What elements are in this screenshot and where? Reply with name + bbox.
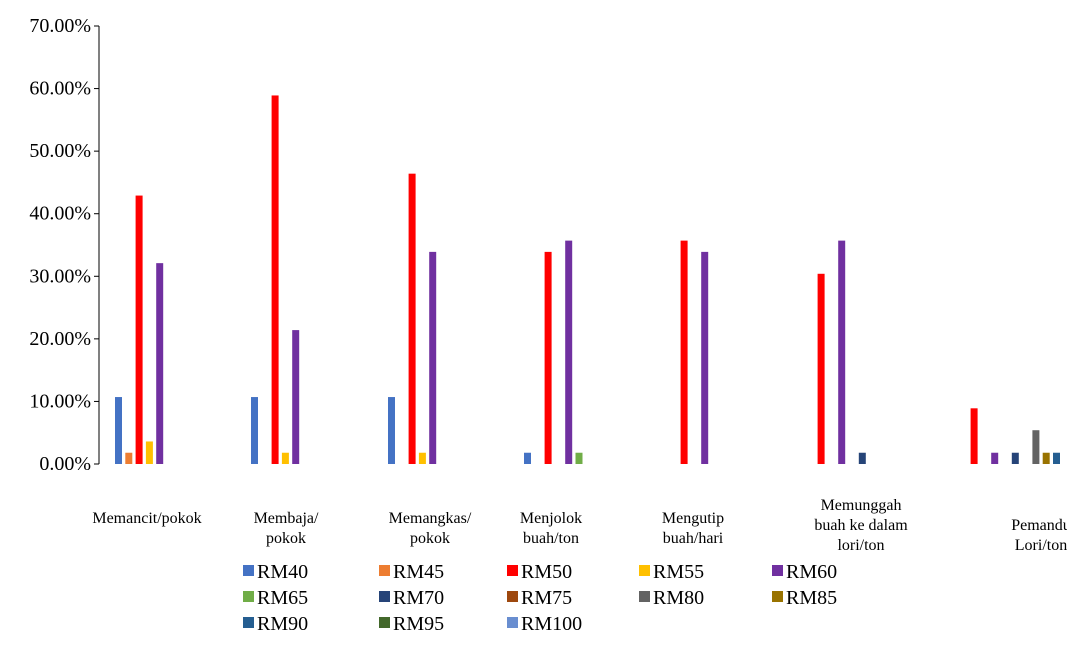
bar-rm60-3 (565, 240, 573, 464)
x-category-label: Menjolok buah/ton (520, 510, 582, 547)
x-category-label: Mengutip buah/hari (662, 510, 724, 547)
bar-rm60-6 (991, 452, 999, 464)
legend-swatch-rm75 (507, 591, 518, 602)
legend-label-rm50: RM50 (521, 561, 572, 583)
y-tick-label: 40.00% (29, 203, 91, 225)
y-tick-label: 50.00% (29, 140, 91, 162)
legend: RM40 RM45 RM50 RM55 RM60 RM65 RM70 RM75 RM80 RM85… (243, 561, 837, 635)
y-tick-label: 60.00% (29, 78, 91, 100)
bar-rm85-6 (1042, 452, 1050, 464)
x-category-label: Memancit/pokok (92, 510, 201, 527)
bars (115, 95, 1060, 464)
bar-rm50-3 (544, 251, 552, 464)
bar-rm60-1 (292, 330, 300, 464)
bar-rm70-5 (858, 452, 866, 464)
bar-rm50-0 (135, 195, 143, 464)
bar-rm60-4 (701, 251, 709, 464)
bar-rm90-6 (1053, 452, 1060, 464)
legend-label-rm45: RM45 (393, 561, 444, 583)
bar-rm50-1 (271, 95, 279, 464)
legend-label-rm90: RM90 (257, 613, 308, 635)
legend-swatch-rm40 (243, 565, 254, 576)
legend-label-rm100: RM100 (521, 613, 582, 635)
legend-label-rm70: RM70 (393, 587, 444, 609)
y-tick-label: 0.00% (39, 453, 91, 475)
bar-rm40-2 (388, 397, 395, 464)
legend-swatch-rm50 (507, 565, 518, 576)
x-axis-labels: Memancit/pokok Membaja/pokokMemangkas/pok… (92, 497, 1067, 554)
x-category-label-line: Mengutip (662, 510, 724, 527)
legend-label-rm75: RM75 (521, 587, 572, 609)
bar-rm50-2 (408, 173, 416, 464)
bar-rm60-0 (156, 263, 164, 464)
x-category-label-line: lori/ton (837, 537, 884, 554)
x-category-label-line: buah/hari (663, 530, 724, 547)
bar-rm60-5 (838, 240, 846, 464)
y-tick-label: 30.00% (29, 265, 91, 287)
y-tick-label: 20.00% (29, 328, 91, 350)
legend-swatch-rm90 (243, 617, 254, 628)
legend-swatch-rm70 (379, 591, 390, 602)
legend-label-rm60: RM60 (786, 561, 837, 583)
x-category-label-line: Memancit/pokok (92, 510, 201, 527)
bar-rm55-1 (281, 452, 289, 464)
y-axis: 0.00% 10.00% 20.00% 30.00% 40.00% 50.00% 60.00… (29, 15, 100, 475)
legend-swatch-rm95 (379, 617, 390, 628)
bar-rm40-0 (115, 397, 122, 464)
legend-swatch-rm100 (507, 617, 518, 628)
legend-label-rm65: RM65 (257, 587, 308, 609)
x-category-label: Memunggah buah ke dalam lori/ton (814, 497, 908, 554)
x-category-label-line: Lori/ton (1015, 537, 1067, 554)
bar-rm60-2 (429, 251, 437, 464)
bar-rm50-4 (680, 240, 688, 464)
x-category-label-line: Menjolok (520, 510, 582, 527)
bar-rm70-6 (1011, 452, 1019, 464)
legend-swatch-rm85 (772, 591, 783, 602)
legend-label-rm40: RM40 (257, 561, 308, 583)
x-category-label: Memangkas/pokok (389, 510, 472, 547)
legend-swatch-rm45 (379, 565, 390, 576)
bar-rm50-6 (970, 408, 978, 464)
legend-label-rm55: RM55 (653, 561, 704, 583)
bar-rm65-3 (575, 452, 583, 464)
y-tick-label: 70.00% (29, 15, 91, 37)
legend-label-rm80: RM80 (653, 587, 704, 609)
bar-rm55-2 (418, 452, 426, 464)
x-category-label: Pemandu Lori/ton (1011, 517, 1067, 554)
x-category-label-line: Memunggah (821, 497, 902, 514)
x-category-label-line: buah ke dalam (814, 517, 908, 534)
bar-rm40-3 (524, 452, 531, 464)
x-category-label: Membaja/pokok (254, 510, 319, 547)
legend-label-rm85: RM85 (786, 587, 837, 609)
x-category-label-line: pokok (266, 530, 306, 547)
legend-swatch-rm60 (772, 565, 783, 576)
x-category-label-line: Memangkas/ (389, 510, 472, 527)
legend-swatch-rm55 (639, 565, 650, 576)
x-category-label-line: pokok (410, 530, 450, 547)
x-category-label-line: Membaja/ (254, 510, 319, 527)
bar-rm55-0 (145, 441, 153, 464)
legend-swatch-rm80 (639, 591, 650, 602)
bar-rm50-5 (817, 273, 825, 464)
y-tick-label: 10.00% (29, 390, 91, 412)
bar-rm40-1 (251, 397, 258, 464)
legend-swatch-rm65 (243, 591, 254, 602)
x-category-label-line: Pemandu (1011, 517, 1067, 534)
x-category-label-line: buah/ton (523, 530, 579, 547)
bar-rm80-6 (1032, 430, 1040, 464)
legend-label-rm95: RM95 (393, 613, 444, 635)
bar-rm45-0 (125, 452, 133, 464)
